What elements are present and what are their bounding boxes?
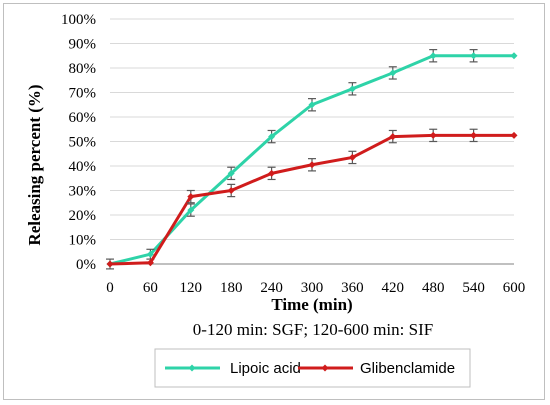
y-tick-labels: 0% 10% 20% 30% 40% 50% 60% 70% 80% 90% 100% xyxy=(61,12,96,273)
data-point xyxy=(268,133,276,141)
x-tick-label: 480 xyxy=(422,280,445,296)
x-tick-label: 60 xyxy=(143,280,158,296)
data-point xyxy=(187,193,195,201)
legend: Lipoic acid Glibenclamide xyxy=(165,360,455,377)
data-point xyxy=(429,131,437,139)
chart-frame xyxy=(3,3,545,400)
data-point xyxy=(146,259,154,267)
data-point xyxy=(268,169,276,177)
y-tick-label: 80% xyxy=(69,61,97,77)
y-tick-label: 0% xyxy=(76,257,96,273)
x-tick-label: 360 xyxy=(341,280,364,296)
series-glibenclamide xyxy=(106,128,518,268)
series-group xyxy=(106,49,518,270)
x-tick-label: 0 xyxy=(106,280,114,296)
y-tick-label: 100% xyxy=(61,12,96,28)
data-point xyxy=(308,161,316,169)
y-tick-label: 70% xyxy=(69,86,97,102)
legend-label: Lipoic acid xyxy=(230,360,301,377)
data-point xyxy=(470,52,478,60)
data-point xyxy=(389,69,397,77)
series-line xyxy=(109,133,514,266)
medium-note: 0-120 min: SGF; 120-600 min: SIF xyxy=(193,320,433,339)
data-point xyxy=(470,131,478,139)
data-point xyxy=(348,153,356,161)
y-tick-label: 30% xyxy=(69,184,97,200)
y-tick-label: 10% xyxy=(69,233,97,249)
y-tick-label: 90% xyxy=(69,37,97,53)
x-tick-label: 600 xyxy=(503,280,526,296)
y-axis-title: Releasing percent (%) xyxy=(25,84,44,245)
data-point xyxy=(187,206,195,214)
legend-label: Glibenclamide xyxy=(360,360,455,377)
y-tick-label: 20% xyxy=(69,208,97,224)
series-lipoic-acid xyxy=(106,49,518,270)
x-tick-labels: 0 60 120 180 240 300 360 420 480 540 600 xyxy=(106,280,525,296)
x-tick-label: 420 xyxy=(382,280,405,296)
x-axis-title: Time (min) xyxy=(271,295,352,314)
legend-marker xyxy=(188,364,196,372)
data-point xyxy=(146,250,154,258)
x-tick-label: 180 xyxy=(220,280,243,296)
data-point xyxy=(510,131,518,139)
x-tick-label: 240 xyxy=(260,280,283,296)
x-tick-label: 300 xyxy=(301,280,324,296)
grid xyxy=(110,18,514,240)
data-point xyxy=(227,169,235,177)
data-point xyxy=(510,52,518,60)
data-point xyxy=(106,260,114,268)
y-tick-label: 60% xyxy=(69,110,97,126)
data-point xyxy=(389,133,397,141)
data-point xyxy=(348,85,356,93)
data-point xyxy=(227,187,235,194)
data-point xyxy=(308,101,316,109)
legend-marker xyxy=(321,364,329,372)
x-tick-label: 120 xyxy=(180,280,203,296)
y-tick-label: 40% xyxy=(69,159,97,175)
x-tick-label: 540 xyxy=(462,280,485,296)
y-tick-label: 50% xyxy=(69,135,97,151)
data-point xyxy=(429,52,437,60)
